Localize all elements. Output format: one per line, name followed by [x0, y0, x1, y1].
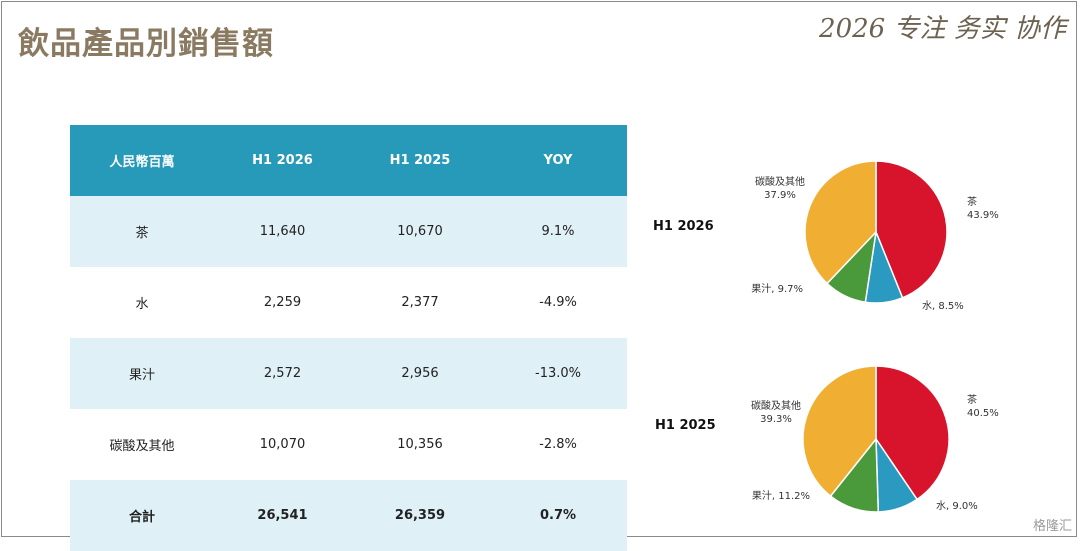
- table-cell: 2,259: [263, 295, 302, 310]
- table-cell: 10,670: [351, 196, 489, 267]
- slice-carbonated: [802, 365, 877, 498]
- pie-title-h1-2025: H1 2025: [655, 418, 716, 433]
- slice-carbonated: [804, 160, 877, 285]
- column-header: H1 2026: [214, 125, 351, 196]
- column-header: H1 2025: [351, 125, 489, 196]
- table-cell: 0.7%: [489, 480, 627, 551]
- table-cell: 26,359: [351, 480, 489, 551]
- table-cell: 2,572: [214, 338, 351, 409]
- sales-table: 人民幣百萬 H1 2026 H1 2025 YOY 茶 11,640 10,67…: [70, 125, 627, 551]
- table-cell: 10,070: [259, 437, 306, 452]
- table-total-row: 合計 26,541 26,359 0.7%: [70, 480, 627, 551]
- data-label: 水, 9.0%: [936, 500, 978, 512]
- table-cell: 碳酸及其他: [109, 439, 175, 454]
- table-cell: 果汁: [70, 338, 214, 409]
- data-label: 碳酸及其他 39.3%: [751, 399, 801, 425]
- table-header-row: 人民幣百萬 H1 2026 H1 2025 YOY: [70, 125, 627, 196]
- data-label: 果汁, 11.2%: [752, 489, 810, 502]
- table-cell: 11,640: [214, 196, 351, 267]
- slice-tea: [875, 160, 948, 299]
- watermark: 格隆汇: [1032, 519, 1072, 534]
- pie-title-h1-2026: H1 2026: [653, 219, 714, 234]
- table-cell: -4.9%: [539, 295, 577, 310]
- table-row: 茶 11,640 10,670 9.1%: [70, 196, 627, 267]
- column-header: 人民幣百萬: [70, 125, 214, 196]
- data-label: 碳酸及其他 37.9%: [755, 175, 805, 201]
- table-cell: 2,377: [401, 295, 439, 310]
- table-row: 碳酸及其他 10,070 10,356 -2.8%: [70, 409, 627, 480]
- table-cell: 10,356: [397, 437, 443, 452]
- table-cell: -2.8%: [539, 437, 577, 452]
- column-header: YOY: [489, 125, 627, 196]
- pie-chart-h1-2025: 茶 40.5% 水, 9.0% 果汁, 11.2% 碳酸及其他 39.3%: [751, 365, 999, 513]
- table-cell: 9.1%: [489, 196, 627, 267]
- slice-tea: [875, 365, 950, 501]
- table-cell: 茶: [70, 196, 214, 267]
- data-label: 果汁, 9.7%: [751, 282, 803, 295]
- pie-chart-h1-2026: 茶 43.9% 水, 8.5% 果汁, 9.7% 碳酸及其他 37.9%: [751, 160, 999, 312]
- data-label: 茶 40.5%: [967, 393, 999, 419]
- page-title: 飲品產品別銷售額: [18, 26, 274, 62]
- data-label: 茶 43.9%: [967, 195, 999, 221]
- table-cell: 2,956: [351, 338, 489, 409]
- table-cell: -13.0%: [489, 338, 627, 409]
- data-label: 水, 8.5%: [922, 300, 964, 312]
- table-row: 果汁 2,572 2,956 -13.0%: [70, 338, 627, 409]
- table-cell: 26,541: [214, 480, 351, 551]
- slogan: 2026 专注 务实 协作: [819, 14, 1066, 44]
- table-cell: 合計: [70, 480, 214, 551]
- table-row: 水 2,259 2,377 -4.9%: [70, 267, 627, 338]
- table-cell: 水: [135, 297, 149, 312]
